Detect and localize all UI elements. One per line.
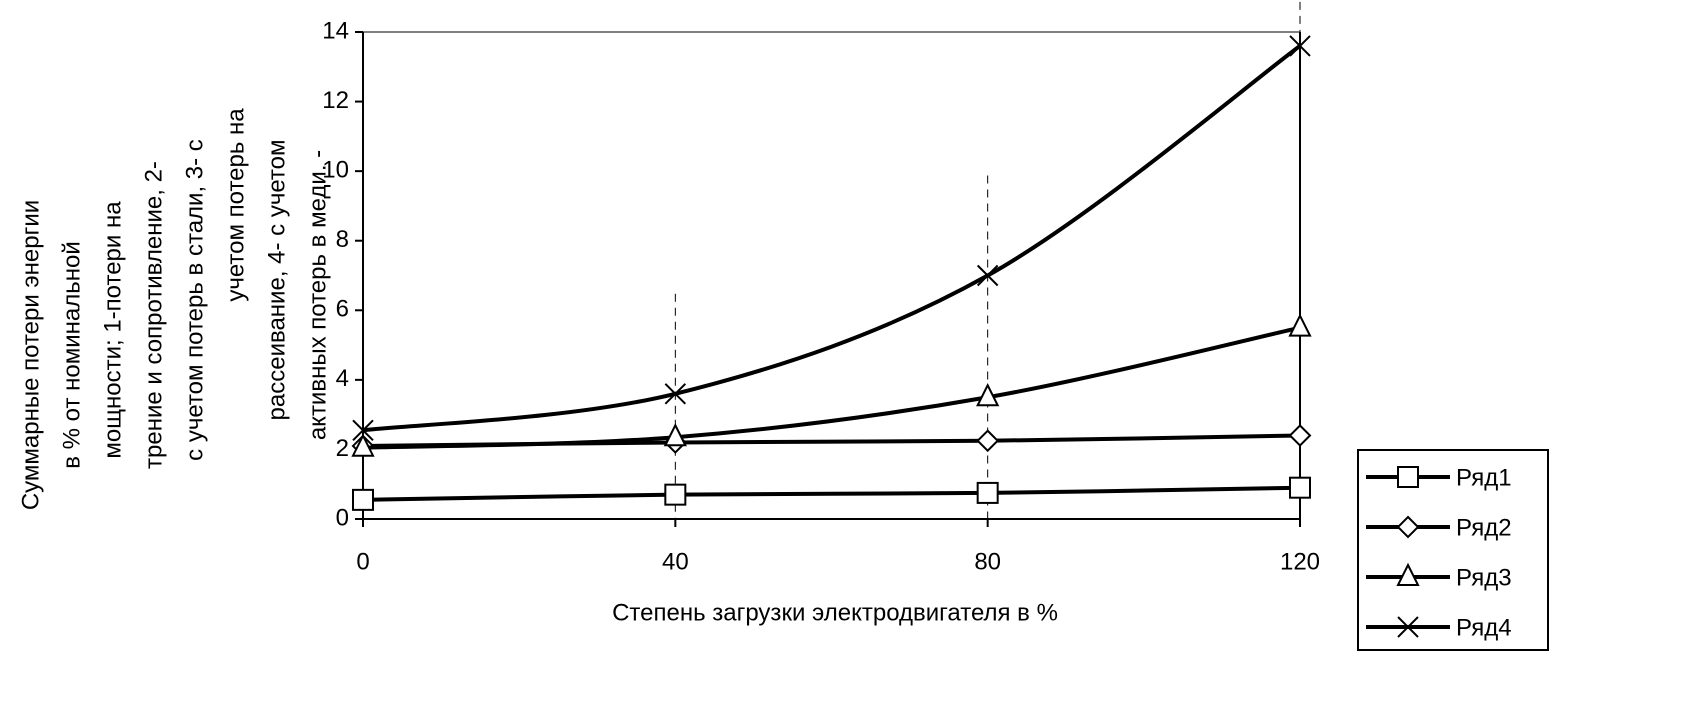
legend-label: Ряд4	[1456, 614, 1512, 641]
data-point	[352, 488, 374, 511]
data-point	[1289, 476, 1311, 499]
y-axis-label: учетом потерь на	[222, 108, 249, 302]
y-tick-label: 12	[322, 87, 349, 114]
x-tick-label: 0	[356, 548, 369, 575]
legend-label: Ряд3	[1456, 564, 1512, 591]
series-line	[362, 485, 1301, 502]
y-tick-label: 4	[336, 365, 349, 392]
y-axis-label: с учетом потерь в стали, 3- с	[181, 139, 208, 461]
legend-marker	[1397, 616, 1419, 638]
data-point	[1288, 424, 1312, 447]
y-tick-label: 6	[336, 296, 349, 323]
legend-marker	[1396, 515, 1420, 539]
y-tick-label: 2	[336, 435, 349, 462]
y-tick-label: 0	[336, 504, 349, 531]
x-tick-label: 40	[662, 548, 689, 575]
legend-label: Ряд2	[1456, 514, 1512, 541]
series-line	[362, 325, 1301, 450]
data-point	[352, 419, 374, 442]
y-axis-label: рассеивание, 4- с учетом	[263, 140, 290, 421]
x-axis-label: Степень загрузки электродвигателя в %	[612, 599, 1058, 626]
x-tick-label: 120	[1280, 548, 1320, 575]
legend-box	[1357, 449, 1549, 651]
y-axis-label: Суммарные потери энергии	[17, 200, 44, 510]
y-axis-label: трение и сопротивление, 2-	[140, 161, 167, 469]
legend-marker	[1396, 562, 1420, 586]
data-point	[351, 433, 375, 457]
x-tick-label: 80	[974, 548, 1001, 575]
y-axis-label: активных потерь в меди. -	[304, 150, 331, 440]
data-point	[976, 383, 1000, 407]
data-point	[664, 483, 687, 506]
y-tick-label: 8	[336, 226, 349, 253]
legend-label: Ряд1	[1456, 464, 1512, 491]
data-point	[663, 423, 687, 447]
y-tick-label: 10	[322, 156, 349, 183]
data-point	[1288, 313, 1312, 337]
y-axis-label: в % от номинальной	[58, 241, 85, 469]
data-point	[1289, 35, 1311, 57]
series-line	[362, 44, 1302, 433]
y-axis-label: мощности; 1-потери на	[99, 201, 126, 459]
data-point	[664, 383, 687, 405]
data-point	[976, 264, 999, 287]
data-point	[976, 429, 1000, 453]
data-point	[976, 481, 999, 504]
y-tick-label: 14	[322, 17, 349, 44]
legend-marker	[1397, 466, 1419, 488]
